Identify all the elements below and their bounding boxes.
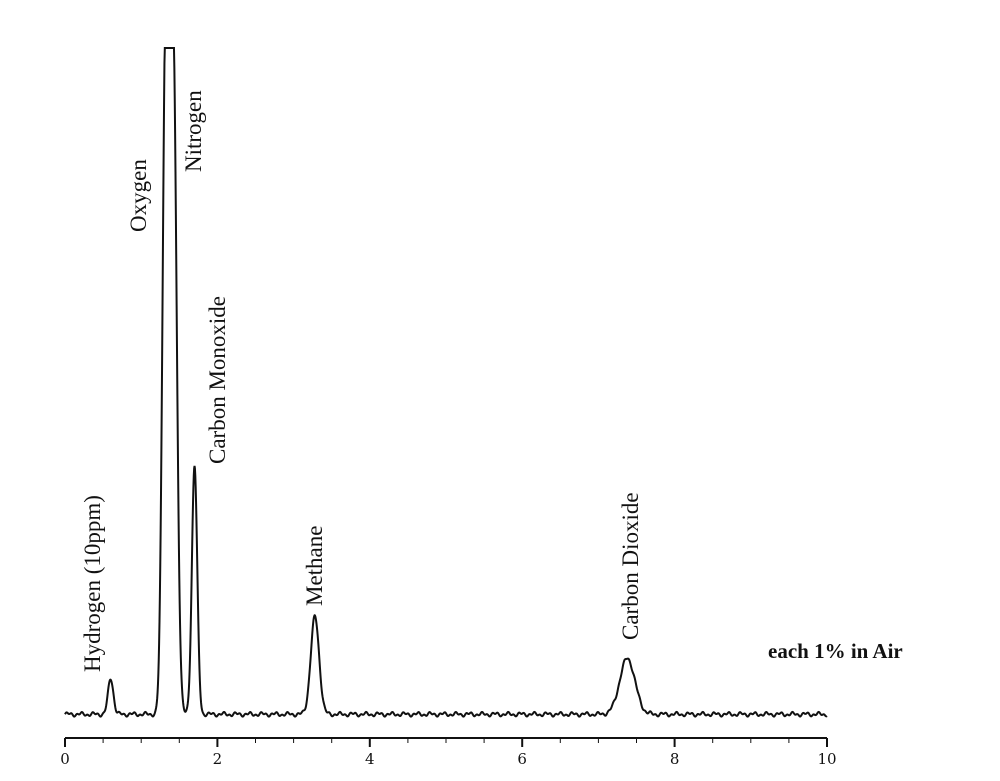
peak-label-oxygen: Oxygen — [126, 159, 151, 232]
chromatogram-trace — [64, 47, 828, 718]
peak-label-carbon-monoxide: Carbon Monoxide — [205, 296, 230, 464]
peak-label-carbon-dioxide: Carbon Dioxide — [618, 492, 643, 640]
x-tick-label: 4 — [365, 750, 375, 768]
x-tick-label: 2 — [213, 750, 223, 768]
x-tick-label: 8 — [670, 750, 680, 768]
peak-label-methane: Methane — [302, 526, 327, 606]
x-axis-ticks: 0 2 4 6 8 10 — [60, 738, 837, 768]
x-tick-label: 0 — [60, 750, 70, 768]
x-tick-label: 10 — [817, 750, 836, 768]
chart-note: each 1% in Air — [768, 639, 903, 663]
peak-label-nitrogen: Nitrogen — [181, 90, 206, 172]
x-tick-label: 6 — [517, 750, 527, 768]
peak-label-hydrogen-10ppm: Hydrogen (10ppm) — [80, 495, 105, 672]
peak-labels: Hydrogen (10ppm) Oxygen Nitrogen Carbon Mon… — [80, 90, 643, 672]
